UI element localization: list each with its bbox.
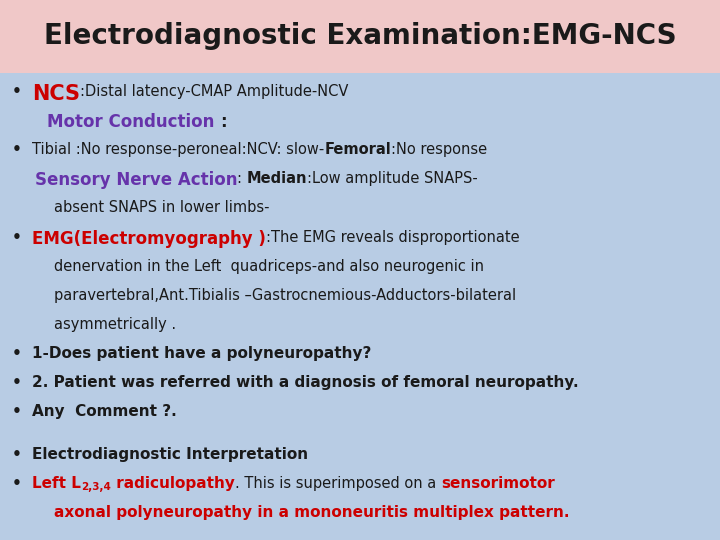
- Text: :Low amplitude SNAPS-: :Low amplitude SNAPS-: [307, 171, 478, 186]
- Text: 1-Does patient have a polyneuropathy?: 1-Does patient have a polyneuropathy?: [32, 346, 372, 361]
- Text: Electrodiagnostic Interpretation: Electrodiagnostic Interpretation: [32, 447, 309, 462]
- Text: asymmetrically .: asymmetrically .: [54, 317, 176, 332]
- Text: EMG(Electromyography ): EMG(Electromyography ): [32, 230, 266, 247]
- Text: •: •: [12, 230, 22, 245]
- Text: :Distal latency-CMAP Amplitude-NCV: :Distal latency-CMAP Amplitude-NCV: [81, 84, 348, 99]
- Text: Electrodiagnostic Examination:EMG-NCS: Electrodiagnostic Examination:EMG-NCS: [44, 23, 676, 50]
- Text: absent SNAPS in lower limbs-: absent SNAPS in lower limbs-: [54, 200, 269, 215]
- Text: •: •: [12, 346, 22, 361]
- Text: Median: Median: [247, 171, 307, 186]
- Text: •: •: [12, 84, 22, 99]
- Text: denervation in the Left  quadriceps-and also neurogenic in: denervation in the Left quadriceps-and a…: [54, 259, 484, 274]
- Text: :: :: [237, 171, 247, 186]
- Text: Sensory Nerve Action: Sensory Nerve Action: [35, 171, 237, 189]
- Text: sensorimotor: sensorimotor: [441, 476, 554, 491]
- Text: :: :: [220, 113, 227, 131]
- Text: axonal polyneuropathy in a mononeuritis multiplex pattern.: axonal polyneuropathy in a mononeuritis …: [54, 505, 570, 520]
- Text: 2,3,4: 2,3,4: [81, 482, 111, 492]
- Text: 2. Patient was referred with a diagnosis of femoral neuropathy.: 2. Patient was referred with a diagnosis…: [32, 375, 579, 390]
- Text: NCS: NCS: [32, 84, 81, 104]
- Text: paravertebral,Ant.Tibialis –Gastrocnemious-Adductors-bilateral: paravertebral,Ant.Tibialis –Gastrocnemio…: [54, 288, 516, 303]
- Bar: [0, 0, 720, 73]
- Text: Any  Comment ?.: Any Comment ?.: [32, 404, 177, 420]
- Text: :The EMG reveals disproportionate: :The EMG reveals disproportionate: [266, 230, 520, 245]
- Text: Tibial :No response-peroneal:NCV: slow-: Tibial :No response-peroneal:NCV: slow-: [32, 142, 325, 157]
- Text: Left L: Left L: [32, 476, 81, 491]
- Text: Motor Conduction: Motor Conduction: [47, 113, 220, 131]
- Text: :No response: :No response: [392, 142, 487, 157]
- Text: Femoral: Femoral: [325, 142, 392, 157]
- Text: •: •: [12, 375, 22, 390]
- Text: . This is superimposed on a: . This is superimposed on a: [235, 476, 441, 491]
- Text: •: •: [12, 142, 22, 157]
- Text: •: •: [12, 404, 22, 420]
- Text: •: •: [12, 447, 22, 462]
- Text: radiculopathy: radiculopathy: [111, 476, 235, 491]
- Text: •: •: [12, 476, 22, 491]
